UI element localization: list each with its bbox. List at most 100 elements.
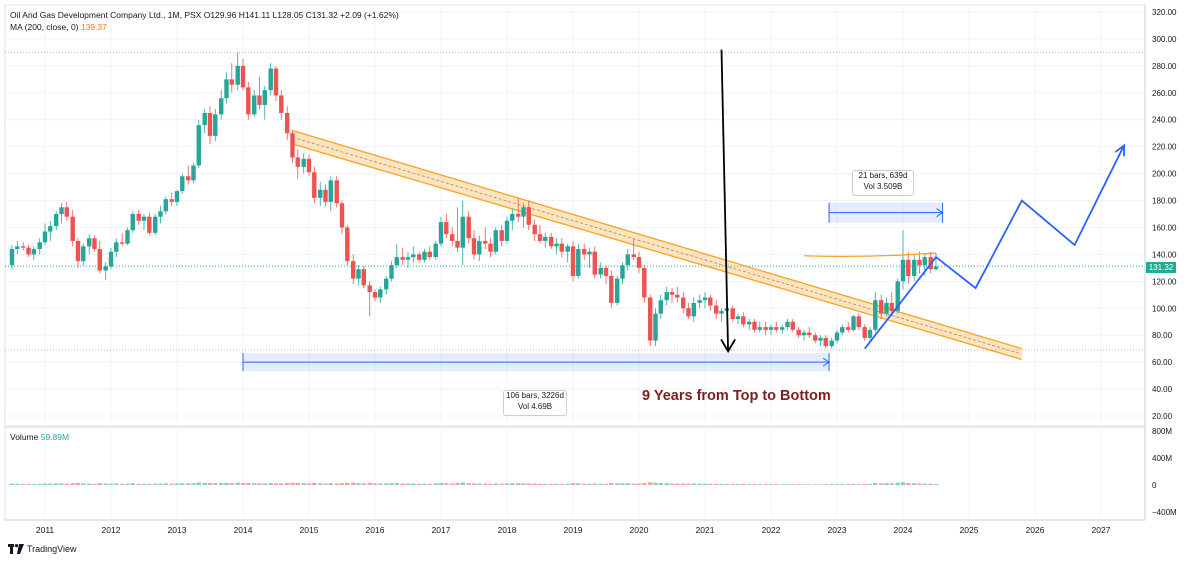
y-tick-label: 80.00 [1152, 331, 1173, 340]
candle-body [323, 189, 328, 202]
candle-body [906, 259, 911, 276]
candle-body [235, 65, 240, 85]
volume-legend[interactable]: Volume 59.89M [10, 432, 69, 442]
candle-body [719, 310, 724, 314]
volume-bar [455, 482, 460, 485]
candle-body [477, 240, 482, 255]
y-tick-label: 160.00 [1152, 223, 1177, 232]
resistance-curve [803, 252, 937, 257]
candle-body [873, 300, 878, 330]
candle-body [268, 68, 273, 91]
volume-bar [714, 483, 719, 485]
axes: 320.00 300.00 280.00 260.00 240.00 220.00 200.… [36, 8, 1177, 535]
candle-body [603, 267, 609, 276]
candle-body [653, 313, 658, 341]
candle-body [427, 251, 432, 258]
volume-bar [488, 483, 493, 485]
ma-value: 139.37 [80, 22, 107, 32]
volume-bar [301, 483, 306, 485]
candle-body [488, 243, 493, 252]
volume-bar [664, 483, 669, 485]
y-tick-label: 300.00 [1152, 35, 1177, 44]
candle-body [75, 240, 81, 262]
volume-bar [906, 482, 911, 485]
candle-body [114, 242, 119, 252]
volume-bar [75, 482, 81, 485]
volume-bar [42, 483, 48, 485]
y-tick-label: 220.00 [1152, 143, 1177, 152]
candle-body [499, 230, 504, 241]
candle-body [900, 259, 906, 282]
volume-bar [895, 482, 900, 485]
x-tick-label: 2027 [1092, 525, 1111, 535]
volume-bar [702, 483, 708, 485]
volume-bar [92, 483, 97, 485]
candle-body [328, 180, 333, 202]
candle-body [549, 236, 554, 247]
y-tick-label: 60.00 [1152, 358, 1173, 367]
candle-body [625, 254, 630, 266]
x-tick-label: 2016 [366, 525, 385, 535]
volume-bar [846, 484, 851, 485]
volume-bar [207, 482, 213, 485]
volume-bar [582, 483, 587, 485]
candle-body [120, 242, 125, 244]
volume-bar [136, 483, 141, 485]
x-tick-label: 2011 [36, 525, 55, 535]
volume-tick-label: 400M [1152, 454, 1172, 463]
volume-tick-label: 0 [1152, 481, 1157, 490]
candle-body [559, 243, 564, 252]
volume-bar [477, 483, 482, 485]
tradingview-label: TradingView [27, 544, 77, 554]
candle-body [37, 242, 42, 250]
candle-body [658, 300, 663, 314]
volume-bar [196, 482, 201, 485]
ohlc-readout: O129.96 H141.11 L128.05 C131.32 +2.09 (+… [203, 10, 399, 20]
candle-body [384, 278, 389, 290]
volume-pane[interactable] [4, 426, 1146, 521]
candle-body [224, 79, 229, 99]
candle-body [246, 87, 251, 115]
candle-body [411, 254, 416, 258]
drawings[interactable] [242, 49, 1126, 372]
candle-body [455, 240, 460, 248]
volume-bar [31, 484, 36, 485]
volume-bar [691, 483, 696, 485]
candle-body [257, 95, 262, 105]
volume-bar [653, 482, 658, 485]
volume-bar [559, 483, 564, 485]
volume-bar [372, 483, 378, 485]
candle-body [664, 292, 669, 301]
candle-body [516, 214, 521, 217]
candle-body [97, 249, 102, 271]
volume-tick-label: 800M [1152, 427, 1172, 436]
channel-lower-line [292, 143, 1022, 361]
candle-body [554, 243, 559, 247]
volume-bar [675, 483, 680, 485]
volume-bar [471, 483, 477, 485]
candle-body [582, 249, 587, 255]
candle-body [339, 203, 345, 228]
volume-bar [405, 483, 411, 485]
candle-body [785, 321, 790, 328]
symbol-title[interactable]: Oil And Gas Development Company Ltd., 1M… [10, 10, 202, 20]
volume-bar [339, 482, 345, 485]
tradingview-logo[interactable]: TradingView [8, 544, 77, 554]
candle-body [153, 216, 158, 233]
descending-channel[interactable] [292, 129, 1022, 361]
volume-bar [840, 484, 845, 485]
y-tick-label: 100.00 [1152, 304, 1177, 313]
candle-body [400, 257, 405, 260]
volume-bar [763, 484, 768, 485]
ma-legend[interactable]: MA (200, close, 0) 139.37 [10, 22, 107, 32]
volume-bar [900, 482, 906, 485]
candle-body [856, 316, 861, 328]
candle-body [285, 113, 290, 134]
candle-body [790, 321, 795, 330]
candle-body [735, 316, 741, 320]
volume-bar [554, 483, 559, 485]
current-price-tag: 131.32 [1146, 262, 1176, 273]
candle-body [405, 257, 411, 260]
